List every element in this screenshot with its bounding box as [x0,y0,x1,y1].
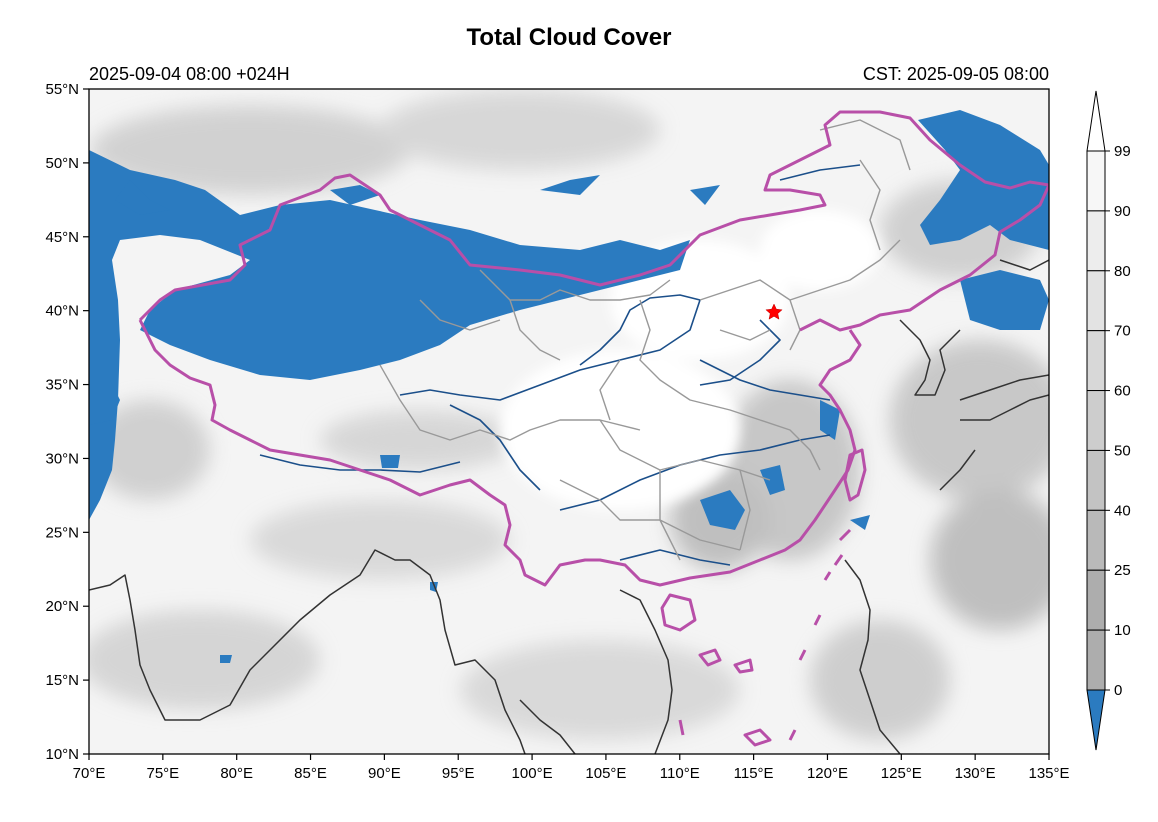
cloud-field [89,89,1049,754]
lon-tick-label: 125°E [881,765,922,782]
colorbar-segment [1086,629,1106,691]
lat-tick-label: 50°N [45,155,79,172]
colorbar-segment [1086,210,1106,272]
colorbar-legend: 99 90 80 70 60 50 40 25 10 0 [1086,90,1131,751]
lat-tick-label: 20°N [45,598,79,615]
colorbar-label: 25 [1114,562,1131,579]
colorbar-segment [1086,509,1106,571]
lon-tick-label: 95°E [442,765,475,782]
forecast-time-label: 2025-09-04 08:00 +024H [89,64,290,84]
coastlines [89,259,1049,754]
colorbar-segment [1086,390,1106,451]
lon-tick-label: 90°E [368,765,401,782]
colorbar-label: 99 [1114,143,1131,160]
latitude-axis: 55°N 50°N 45°N 40°N 35°N 30°N 25°N 20°N 15°N 10°N [45,81,89,763]
lon-tick-label: 105°E [585,765,626,782]
colorbar-label: 50 [1114,442,1131,459]
colorbar-label: 70 [1114,323,1131,340]
clear-sky-areas [89,110,1049,663]
lon-tick-label: 75°E [146,765,179,782]
lon-tick-label: 115°E [734,765,774,782]
colorbar-label: 10 [1114,622,1131,639]
lat-tick-label: 30°N [45,450,79,467]
lat-tick-label: 35°N [45,377,79,394]
lat-tick-label: 15°N [45,672,79,689]
valid-time-label: CST: 2025-09-05 08:00 [862,64,1049,84]
lon-tick-label: 80°E [220,765,253,782]
province-borders [379,119,911,561]
lat-tick-label: 55°N [45,81,79,98]
colorbar-label: 60 [1114,383,1131,400]
lon-tick-label: 85°E [294,765,327,782]
map-title: Total Cloud Cover [466,24,672,51]
star-marker-icon [765,303,783,320]
colorbar-segment [1086,270,1106,332]
colorbar-segment [1086,150,1106,212]
colorbar-top-arrow [1086,90,1106,152]
lat-tick-label: 45°N [45,229,79,246]
lat-tick-label: 25°N [45,524,79,541]
map-frame [88,88,1050,755]
colorbar-segment [1086,569,1106,631]
lon-tick-label: 100°E [512,765,553,782]
colorbar-segment [1086,330,1106,392]
lon-tick-label: 135°E [1028,765,1069,782]
colorbar-label: 80 [1114,263,1131,280]
lat-tick-label: 40°N [45,303,79,320]
china-border [138,110,1049,747]
lon-tick-label: 70°E [73,765,106,782]
longitude-axis: 70°E 75°E 80°E 85°E 90°E 95°E 100°E 105°E 110°E 1… [73,754,1070,782]
colorbar-label: 0 [1114,682,1122,699]
colorbar-label: 90 [1114,203,1131,220]
lon-tick-label: 130°E [955,765,996,782]
colorbar-segment [1086,449,1106,511]
lon-tick-label: 120°E [807,765,848,782]
lat-tick-label: 10°N [45,746,79,763]
colorbar-label: 40 [1114,502,1131,519]
colorbar-bottom-arrow [1086,689,1106,751]
lon-tick-label: 110°E [660,765,700,782]
